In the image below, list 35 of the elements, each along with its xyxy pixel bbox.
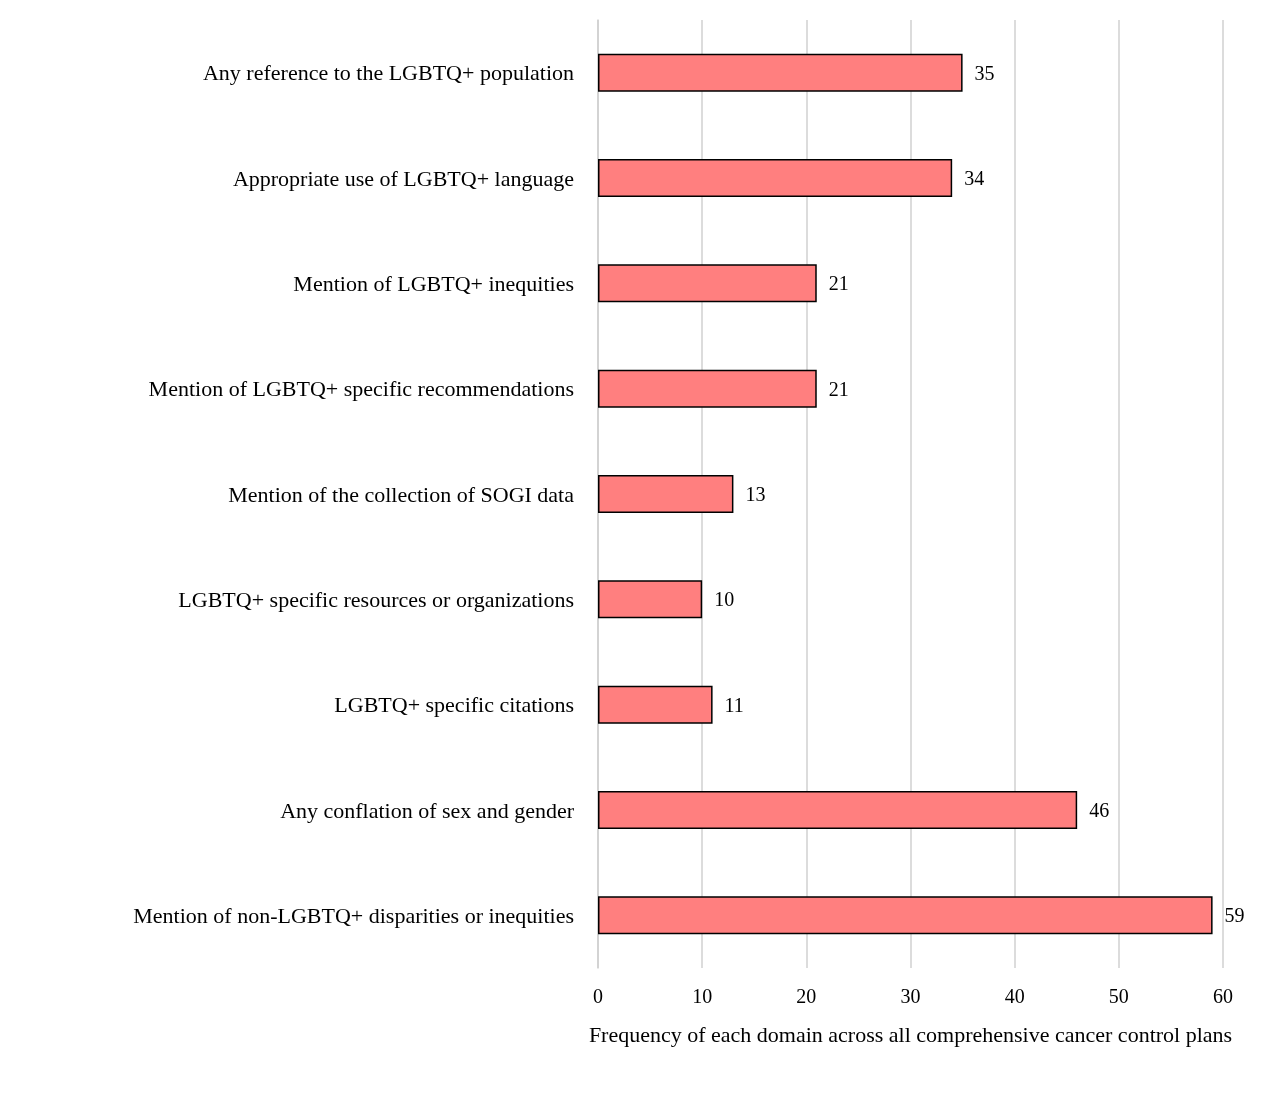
bar	[598, 685, 713, 724]
data-label: 13	[745, 483, 766, 505]
data-label: 46	[1089, 799, 1110, 821]
data-label: 35	[974, 61, 995, 84]
y-tick-label: Appropriate use of LGBTQ+ language	[232, 165, 574, 191]
bar	[598, 159, 953, 197]
bar	[598, 791, 1078, 829]
x-axis-title: Frequency of each domain across all comprehensive cancer control plans	[588, 1021, 1233, 1047]
data-label: 10	[714, 588, 735, 611]
bar	[598, 475, 734, 513]
x-tick-label: 0	[593, 985, 603, 1007]
data-label: 59	[1224, 904, 1245, 927]
bar	[598, 53, 963, 92]
y-tick-label: Mention of LGBTQ+ inequities	[293, 270, 574, 296]
data-label: 21	[828, 272, 849, 295]
bar	[598, 369, 817, 408]
bar	[598, 896, 1213, 935]
x-tick-label: 20	[796, 985, 817, 1007]
data-label: 21	[828, 377, 849, 400]
x-tick-label: 30	[900, 985, 921, 1007]
x-tick-label: 10	[692, 985, 713, 1007]
y-tick-label: Mention of LGBTQ+ specific recommendations	[148, 376, 574, 402]
x-tick-label: 50	[1108, 985, 1129, 1007]
y-tick-label: LGBTQ+ specific resources or organizations	[178, 586, 574, 612]
y-tick-label: Any conflation of sex and gender	[280, 797, 575, 823]
bar	[598, 264, 817, 303]
bar	[598, 580, 703, 619]
data-label: 34	[964, 167, 985, 189]
data-label: 11	[724, 693, 744, 716]
x-tick-label: 60	[1213, 985, 1233, 1007]
y-tick-label: Any reference to the LGBTQ+ population	[202, 60, 574, 86]
y-tick-label: LGBTQ+ specific citations	[334, 692, 574, 718]
x-tick-label: 40	[1004, 985, 1025, 1007]
y-tick-label: Mention of non-LGBTQ+ disparities or inequities	[133, 902, 574, 928]
y-tick-label: Mention of the collection of SOGI data	[228, 481, 575, 507]
